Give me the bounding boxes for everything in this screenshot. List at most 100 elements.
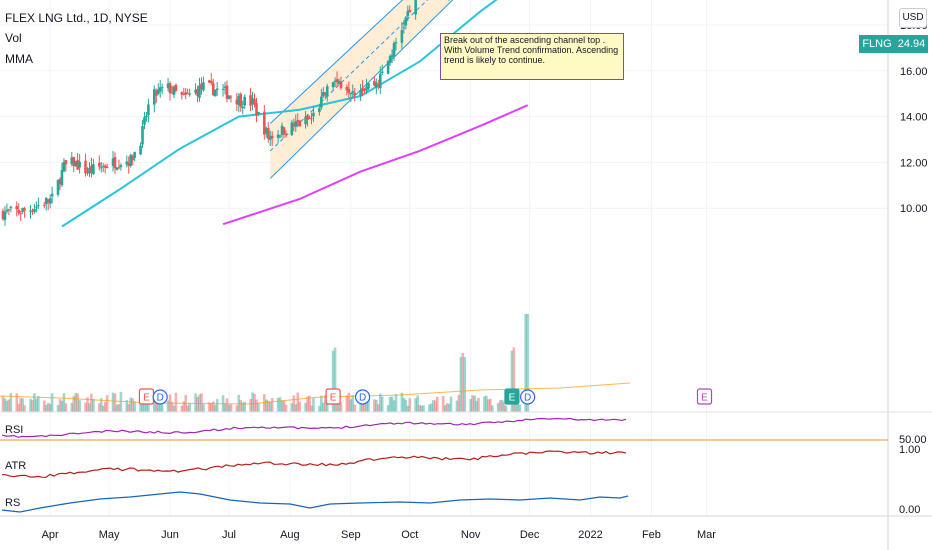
candle-body	[323, 92, 327, 95]
volume-bar	[290, 403, 294, 412]
indicator-vol-label[interactable]: Vol	[5, 31, 22, 45]
volume-bar	[35, 398, 38, 412]
event-label: E	[509, 393, 516, 404]
candle-body	[375, 82, 378, 88]
candle-body	[101, 165, 105, 167]
volume-bar	[304, 402, 307, 412]
volume-bar	[321, 402, 325, 412]
volume-bar	[443, 405, 447, 412]
annotation-note[interactable]: Break out of the ascending channel top .…	[440, 33, 624, 80]
volume-bar	[400, 392, 404, 412]
volume-bar	[156, 402, 160, 412]
price-tick-label: 10.00	[900, 203, 928, 215]
candle-body	[72, 157, 76, 167]
channel-upper-line	[269, 0, 404, 124]
volume-bar	[9, 393, 13, 412]
volume-bar	[257, 403, 260, 412]
candle-body	[229, 96, 233, 98]
volume-bar	[223, 403, 227, 412]
candle-body	[99, 167, 103, 169]
volume-bar	[50, 393, 54, 412]
currency-button[interactable]: USD	[899, 8, 927, 28]
event-label: E	[701, 393, 708, 404]
volume-bar	[323, 395, 327, 412]
volume-bar	[70, 402, 74, 412]
candle-body	[408, 9, 412, 13]
candle-body	[353, 92, 357, 96]
volume-bar	[430, 403, 433, 412]
candle-body	[400, 30, 404, 43]
price-tick-label: 16.00	[900, 66, 928, 78]
volume-bar	[516, 402, 520, 412]
candle-body	[363, 89, 366, 91]
volume-bar	[239, 400, 243, 412]
volume-bar	[375, 399, 378, 412]
volume-bar	[514, 402, 518, 412]
volume-bar	[125, 400, 129, 412]
volume-bar	[196, 396, 199, 412]
volume-bar	[435, 396, 439, 412]
volume-bar	[308, 395, 311, 412]
atr-line	[1, 450, 627, 478]
candle-body	[58, 179, 62, 184]
volume-bar	[200, 393, 203, 412]
rsi-pane-label: RSI	[5, 424, 24, 436]
earnings-icon	[696, 388, 713, 405]
candle-body	[255, 103, 258, 116]
indicator-panes	[0, 411, 932, 513]
candle-body	[113, 157, 117, 169]
candle-body	[1, 210, 5, 220]
volume-bar	[386, 405, 390, 412]
candle-body	[251, 98, 254, 105]
candle-body	[15, 206, 19, 210]
candle-body	[50, 193, 54, 197]
candle-body	[394, 42, 398, 44]
volume-bar	[56, 404, 60, 412]
candle-body	[125, 161, 129, 165]
event-earnings: E	[325, 388, 341, 405]
volume-bar	[117, 404, 121, 412]
volume-bar	[266, 400, 270, 412]
candle-body	[292, 123, 296, 127]
candle-body	[200, 83, 203, 89]
volume-bar	[449, 396, 453, 412]
volume-bar	[131, 398, 134, 412]
rs-level-label: 0.00	[899, 504, 921, 516]
candle-body	[333, 80, 337, 83]
volume-bar	[487, 399, 490, 412]
volume-bar	[347, 392, 351, 412]
candle-body	[158, 87, 162, 92]
candle-body	[388, 56, 392, 63]
candle-body	[227, 95, 231, 99]
volume-bar	[320, 395, 323, 412]
volume-bar	[292, 395, 296, 412]
volume-bar	[490, 405, 494, 412]
candle-body	[239, 93, 243, 107]
indicator-mma-label[interactable]: MMA	[5, 52, 33, 66]
earnings-icon	[325, 388, 341, 405]
candle-body	[44, 197, 48, 204]
candle-body	[78, 161, 81, 168]
volume-bar	[471, 395, 474, 412]
volume-bar	[235, 405, 239, 412]
volume-bar	[211, 401, 215, 412]
candle-body	[253, 99, 256, 105]
volume-bar	[180, 405, 184, 412]
candle-body	[290, 122, 294, 135]
event-dividend: D	[520, 389, 536, 405]
candle-body	[223, 86, 227, 88]
candle-body	[349, 92, 353, 95]
symbol-tag: FLNG	[859, 35, 895, 53]
volume-bar	[380, 396, 384, 412]
volume-bar	[92, 399, 95, 412]
volume-bar	[215, 398, 219, 412]
volume-bar	[129, 397, 133, 412]
volume-bar	[489, 398, 492, 412]
volume-bar	[251, 392, 254, 412]
candle-body	[298, 120, 302, 127]
volume-bar	[276, 398, 280, 412]
volume-bar	[280, 400, 284, 412]
volume-bar	[154, 396, 158, 412]
candle-body	[186, 93, 190, 95]
